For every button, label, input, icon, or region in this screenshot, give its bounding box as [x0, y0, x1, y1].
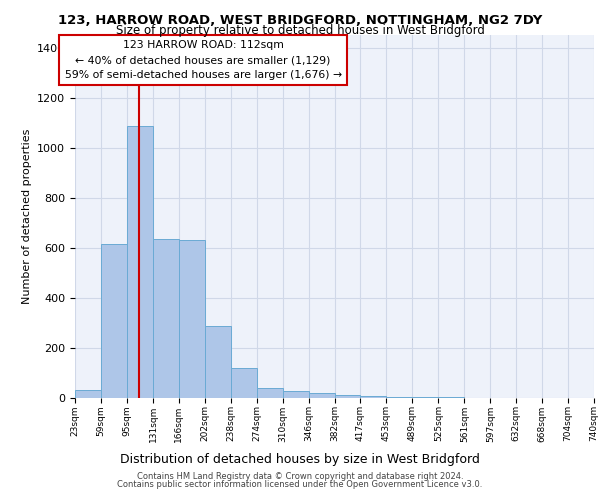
Text: Contains HM Land Registry data © Crown copyright and database right 2024.: Contains HM Land Registry data © Crown c…: [137, 472, 463, 481]
Bar: [360, 396, 386, 398]
Bar: [257, 388, 283, 398]
Text: Distribution of detached houses by size in West Bridgford: Distribution of detached houses by size …: [120, 453, 480, 466]
Bar: [75, 390, 101, 398]
Y-axis label: Number of detached properties: Number of detached properties: [22, 128, 32, 304]
Text: Size of property relative to detached houses in West Bridgford: Size of property relative to detached ho…: [116, 24, 484, 37]
Bar: [153, 239, 179, 398]
Bar: [127, 126, 153, 398]
Bar: [179, 240, 205, 398]
Bar: [283, 391, 309, 398]
Bar: [309, 392, 335, 398]
Bar: [230, 368, 257, 398]
Bar: [205, 326, 230, 398]
Text: 123 HARROW ROAD: 112sqm
← 40% of detached houses are smaller (1,129)
59% of semi: 123 HARROW ROAD: 112sqm ← 40% of detache…: [65, 40, 341, 80]
Bar: [101, 244, 127, 398]
Bar: [335, 395, 360, 398]
Text: 123, HARROW ROAD, WEST BRIDGFORD, NOTTINGHAM, NG2 7DY: 123, HARROW ROAD, WEST BRIDGFORD, NOTTIN…: [58, 14, 542, 27]
Text: Contains public sector information licensed under the Open Government Licence v3: Contains public sector information licen…: [118, 480, 482, 489]
